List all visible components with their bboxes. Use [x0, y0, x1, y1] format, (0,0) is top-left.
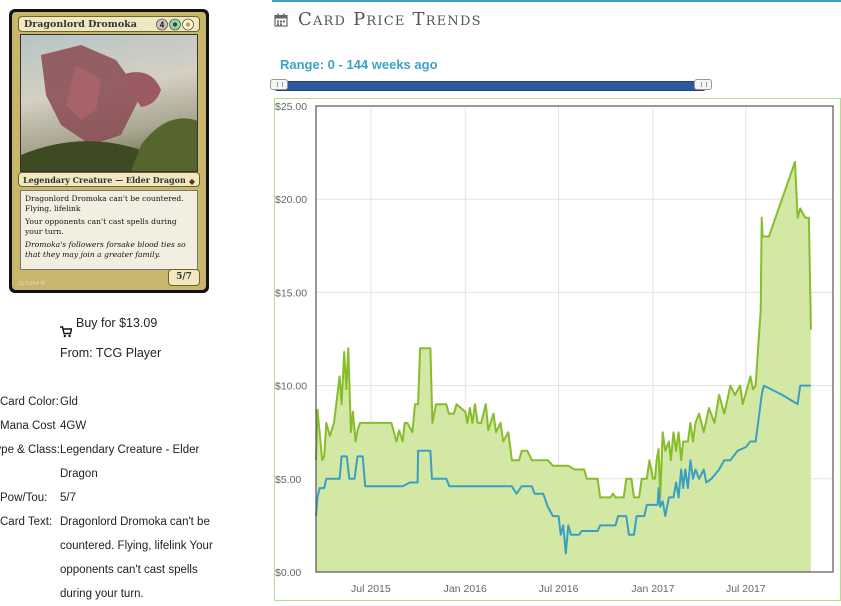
detail-label: Type & Class: — [0, 438, 60, 486]
chart-areas — [316, 161, 811, 572]
range-slider[interactable] — [270, 79, 712, 91]
y-tick-label: $25.00 — [275, 101, 307, 113]
card-flavor-text: Dromoka's followers forsake blood ties s… — [25, 240, 186, 259]
calendar-icon — [274, 13, 288, 27]
series-1-line — [315, 160, 812, 499]
series-2-line — [315, 384, 811, 555]
cart-icon — [60, 326, 72, 338]
detail-value: 4GW — [60, 420, 87, 432]
x-axis-ticks: Jul 2015 Jan 2016 Jul 2016 Jan 2017 Jul 2017 — [351, 583, 766, 595]
price-chart-svg: $0.00 $5.00 $10.00 $15.00 $20.00 $25.00 Jul 2… — [275, 101, 834, 595]
detail-row: Card Text: Dragonlord Dromoka can't be co… — [0, 510, 240, 606]
buy-source: From: TCG Player — [60, 346, 162, 360]
y-tick-label: $0.00 — [275, 567, 301, 579]
chart-section-title: Card Price Trends — [298, 9, 482, 30]
range-slider-handle-start[interactable] — [270, 79, 288, 90]
detail-row: Type & Class:Legendary Creature - Elder … — [0, 438, 240, 486]
plot-frame — [315, 105, 834, 573]
page-title: Card Price Trends — [274, 9, 482, 30]
price-chart: $0.00 $5.00 $10.00 $15.00 $20.00 $25.00 Jul 2… — [274, 98, 841, 601]
mana-cost-symbols: 4 — [156, 18, 196, 36]
detail-row: Card Color: Gld — [0, 390, 240, 414]
range-slider-track[interactable] — [274, 81, 706, 91]
card-type-bar: Legendary Creature — Elder Dragon ◆ — [18, 172, 200, 187]
range-slider-handle-end[interactable] — [694, 79, 712, 90]
card-collector-line: 217/264 M — [18, 281, 45, 287]
series-1-area — [316, 161, 811, 572]
range-label: Range: 0 - 144 weeks ago — [280, 57, 438, 72]
y-tick-label: $20.00 — [275, 194, 307, 206]
header-accent-line — [272, 0, 841, 2]
svg-text:4: 4 — [160, 21, 165, 30]
card-art — [20, 34, 198, 172]
buy-link[interactable]: Buy for $13.09 — [76, 316, 158, 330]
detail-label: Mana Cost — [0, 414, 60, 438]
mana-symbols-icon: 4 — [156, 18, 194, 31]
x-tick-label: Jan 2017 — [631, 583, 674, 595]
card-title-bar: Dragonlord Dromoka 4 — [18, 16, 200, 32]
y-tick-label: $10.00 — [275, 381, 307, 393]
card-rules-text-2: Your opponents can't cast spells during … — [25, 217, 177, 236]
y-tick-label: $5.00 — [275, 474, 301, 486]
x-tick-label: Jan 2016 — [444, 583, 487, 595]
detail-label-text: Card Text: — [0, 516, 53, 528]
x-tick-label: Jul 2015 — [351, 583, 391, 595]
y-axis-ticks: $0.00 $5.00 $10.00 $15.00 $20.00 $25.00 — [275, 101, 307, 579]
detail-label-text: Type & Class: — [0, 444, 60, 456]
dragon-art-icon — [21, 45, 197, 171]
card-text-box: Dragonlord Dromoka can't be countered. F… — [20, 190, 198, 270]
card-name: Dragonlord Dromoka — [24, 19, 137, 30]
detail-value: Legendary Creature - Elder Dragon — [60, 444, 200, 480]
card-power-toughness: 5/7 — [168, 269, 200, 286]
detail-value: 5/7 — [60, 492, 76, 504]
card-type-line: Legendary Creature — Elder Dragon — [23, 175, 186, 185]
detail-label: Card Color: — [0, 390, 60, 414]
detail-row: Pow/Tou: 5/7 — [0, 486, 240, 510]
detail-value: Dragonlord Dromoka can't be countered. F… — [60, 516, 213, 600]
chart-lines — [315, 160, 812, 555]
y-tick-label: $15.00 — [275, 287, 307, 299]
x-tick-label: Jul 2016 — [539, 583, 579, 595]
detail-row: Mana Cost 4GW — [0, 414, 240, 438]
buy-section: Buy for $13.09 — [60, 316, 158, 338]
card-image: Dragonlord Dromoka 4 — [9, 9, 209, 293]
x-tick-label: Jul 2017 — [726, 583, 766, 595]
card-rules-text: Dragonlord Dromoka can't be countered. F… — [25, 194, 184, 213]
detail-label-text: Card Color: — [0, 396, 59, 408]
detail-label: Pow/Tou: — [0, 486, 60, 510]
detail-value: Gld — [60, 396, 78, 408]
detail-label-text: Pow/Tou: — [0, 492, 48, 504]
card-frame: Dragonlord Dromoka 4 — [12, 12, 206, 290]
detail-label-text: Mana Cost — [0, 420, 56, 432]
plot-border — [315, 105, 834, 573]
set-symbol-icon: ◆ — [188, 176, 195, 186]
detail-label: Card Text: — [0, 510, 60, 606]
